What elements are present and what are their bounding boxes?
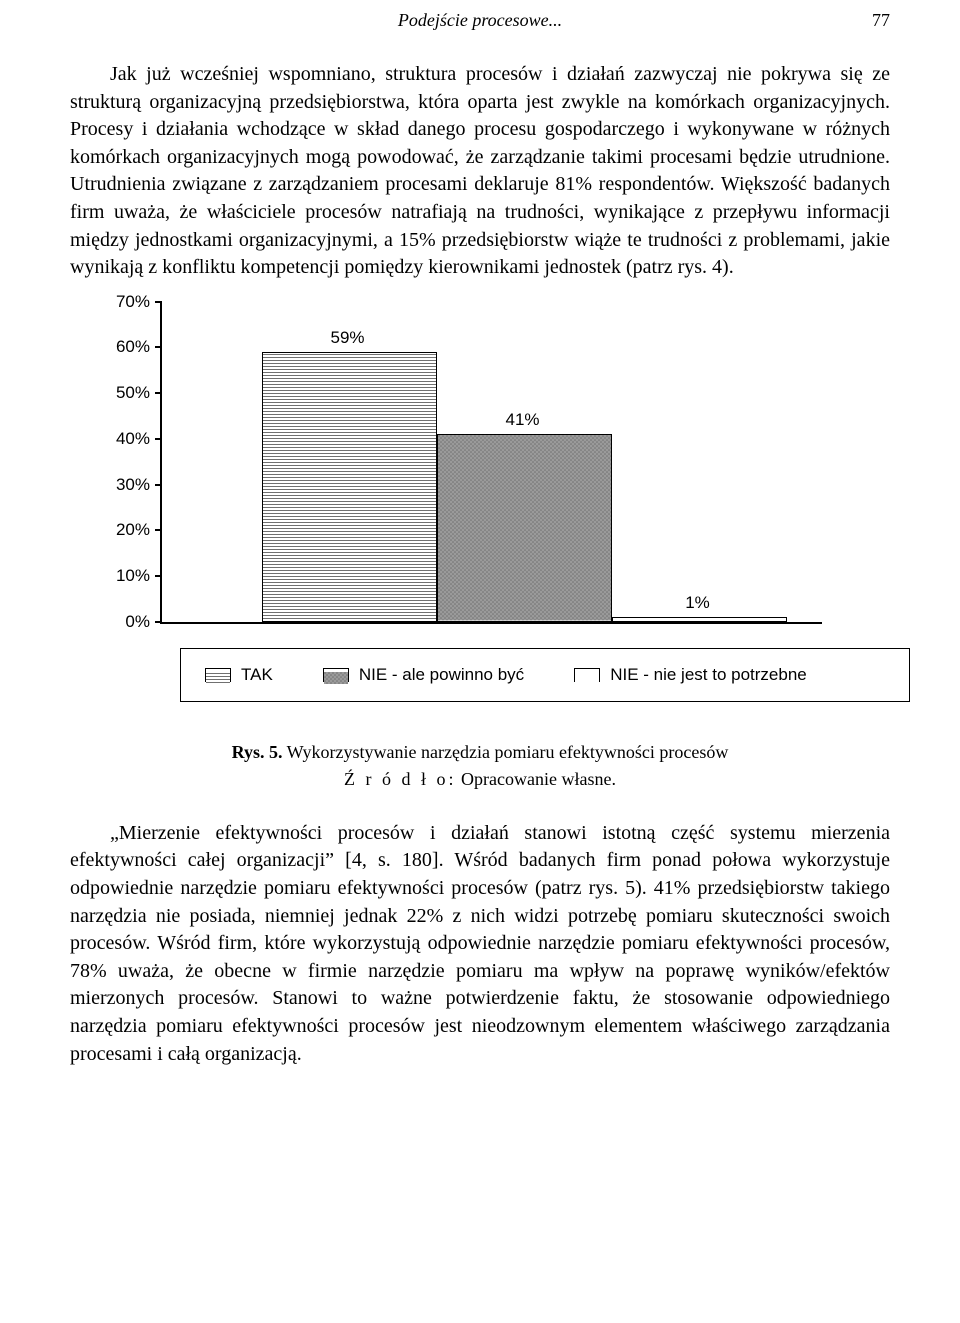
legend-label: NIE - nie jest to potrzebne	[610, 665, 807, 685]
legend-label: TAK	[241, 665, 273, 685]
y-tick-label: 60%	[90, 337, 150, 357]
bar-value-label: 41%	[505, 410, 539, 430]
y-tick-label: 0%	[90, 612, 150, 632]
running-header: Podejście procesowe... 77	[70, 10, 890, 31]
y-tick-label: 70%	[90, 292, 150, 312]
legend-label: NIE - ale powinno być	[359, 665, 524, 685]
y-tick-label: 30%	[90, 475, 150, 495]
chart-bar	[262, 352, 437, 622]
chart-bar	[437, 434, 612, 621]
source-text: Opracowanie własne.	[457, 769, 616, 789]
y-tick-label: 20%	[90, 520, 150, 540]
y-tick-label: 10%	[90, 566, 150, 586]
caption-prefix: Rys. 5.	[232, 742, 283, 762]
bar-value-label: 1%	[685, 593, 710, 613]
y-tick-label: 50%	[90, 383, 150, 403]
chart-bar	[612, 617, 787, 622]
bar-chart: 0%10%20%30%40%50%60%70%59%41%1% TAKNIE -…	[90, 302, 890, 702]
legend-item: TAK	[205, 665, 273, 685]
figure-caption: Rys. 5. Wykorzystywanie narzędzia pomiar…	[70, 742, 890, 763]
legend-item: NIE - ale powinno być	[323, 665, 524, 685]
chart-legend: TAK NIE - ale powinno być NIE - nie jest t…	[180, 648, 910, 702]
paragraph-2: „Mierzenie efektywności procesów i dział…	[70, 820, 890, 1068]
legend-swatch	[574, 668, 600, 682]
paragraph-1: Jak już wcześniej wspomniano, struktura …	[70, 61, 890, 282]
source-prefix: Ź r ó d ł o:	[344, 769, 457, 789]
legend-swatch	[323, 668, 349, 682]
bar-value-label: 59%	[330, 328, 364, 348]
page-number: 77	[872, 10, 890, 31]
legend-item: NIE - nie jest to potrzebne	[574, 665, 807, 685]
figure-source: Ź r ó d ł o: Opracowanie własne.	[70, 769, 890, 790]
running-title: Podejście procesowe...	[398, 10, 562, 30]
y-tick-label: 40%	[90, 429, 150, 449]
legend-swatch	[205, 668, 231, 682]
caption-text: Wykorzystywanie narzędzia pomiaru efekty…	[282, 742, 728, 762]
